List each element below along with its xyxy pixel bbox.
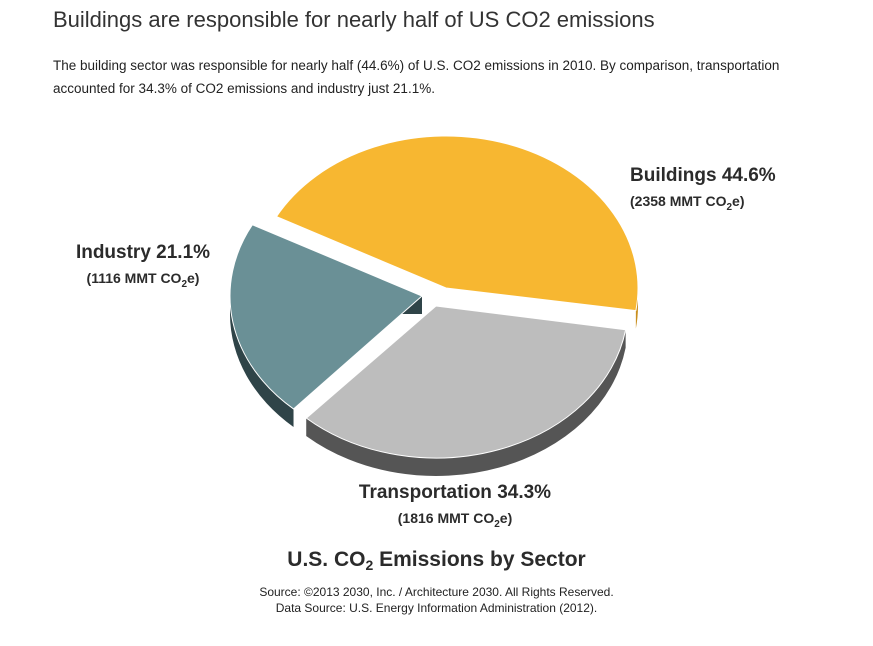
source-line-1: Source: ©2013 2030, Inc. / Architecture …	[259, 585, 614, 599]
pie-slice-side-industry	[230, 296, 294, 427]
slice-value-industry: (1116 MMT CO2e)	[87, 270, 200, 290]
pie-slice-side-transportation	[306, 329, 626, 476]
slice-label-buildings: Buildings 44.6%	[630, 165, 776, 186]
pie-slice-buildings	[275, 135, 639, 312]
pie-slice-industry	[229, 224, 423, 410]
chart-title: U.S. CO2 Emissions by Sector	[287, 548, 586, 573]
source-line-2: Data Source: U.S. Energy Information Adm…	[275, 601, 598, 615]
pie-slice-side-buildings	[635, 288, 638, 329]
slice-value-transportation: (1816 MMT CO2e)	[398, 510, 512, 530]
page-headline: Buildings are responsible for nearly hal…	[53, 7, 655, 32]
slice-label-transportation: Transportation 34.3%	[359, 482, 551, 503]
slice-label-industry: Industry 21.1%	[76, 242, 210, 263]
intro-paragraph: The building sector was responsible for …	[53, 58, 780, 96]
chart-source: Source: ©2013 2030, Inc. / Architecture …	[0, 584, 873, 616]
pie-slice-transportation	[305, 305, 627, 459]
slice-value-buildings: (2358 MMT CO2e)	[630, 193, 744, 213]
